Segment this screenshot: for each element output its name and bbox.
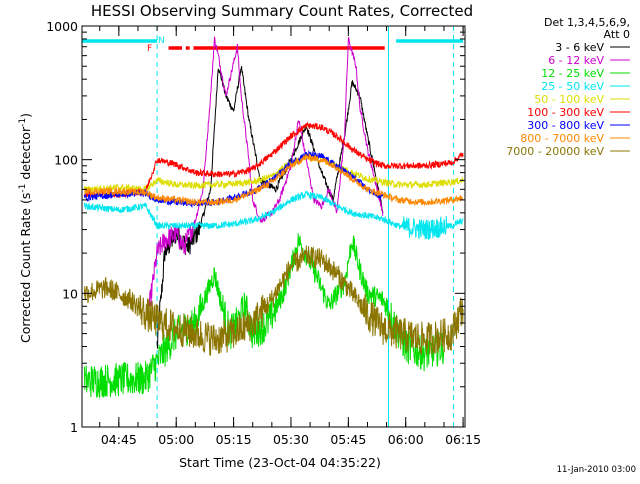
flag-layer: FN — [82, 36, 464, 54]
legend-header-line-2: Att 0 — [604, 28, 630, 41]
y-tick-label: 100 — [54, 153, 78, 168]
legend-label: 25 - 50 keV — [541, 80, 604, 93]
legend-label: 3 - 6 keV — [555, 41, 604, 54]
series-line-6 — [83, 149, 384, 208]
x-tick-label: 05:15 — [216, 432, 252, 447]
legend-label: 12 - 25 keV — [541, 67, 604, 80]
x-tick-label: 05:30 — [273, 432, 309, 447]
legend-label: 300 - 800 keV — [527, 119, 604, 132]
series-line-2 — [83, 233, 445, 399]
axes-layer: 1 10 100 1000 04:45 05:00 05:15 05:30 05:45 06:00… — [46, 19, 481, 447]
y-tick-label: 10 — [62, 286, 78, 301]
y-tick-label: 1 — [70, 420, 78, 435]
x-tick-label: 06:00 — [388, 432, 424, 447]
legend-label: 100 - 300 keV — [527, 106, 604, 119]
flag-label-n: N — [158, 36, 165, 46]
series-line-8 — [83, 245, 464, 356]
plot-frame — [81, 25, 466, 428]
y-tick-label: 1000 — [46, 19, 78, 34]
chart-title: HESSI Observing Summary Count Rates, Cor… — [91, 2, 473, 20]
series-line-5 — [83, 121, 464, 199]
legend-label: 6 - 12 keV — [548, 54, 604, 67]
series-line-7 — [84, 153, 464, 207]
legend-label: 800 - 7000 keV — [520, 132, 604, 145]
legend-label: 50 - 100 keV — [534, 93, 604, 106]
footer-date: 11-Jan-2010 03:00 — [557, 465, 636, 475]
flag-label-f: F — [147, 44, 152, 54]
series-line-4 — [83, 153, 464, 193]
x-tick-label: 04:45 — [101, 432, 137, 447]
x-axis-label: Start Time (23-Oct-04 04:35:22) — [179, 455, 381, 470]
legend-header-line-1: Det 1,3,4,5,6,9, — [544, 16, 630, 29]
series-layer — [83, 36, 464, 399]
x-tick-label: 06:15 — [445, 432, 481, 447]
legend-label: 7000 - 20000 keV — [506, 145, 604, 158]
x-tick-label: 05:45 — [330, 432, 366, 447]
x-tick-label: 05:00 — [158, 432, 194, 447]
y-axis-label: Corrected Count Rate (s-1 detector-1) — [18, 113, 33, 343]
series-line-3 — [83, 190, 464, 240]
